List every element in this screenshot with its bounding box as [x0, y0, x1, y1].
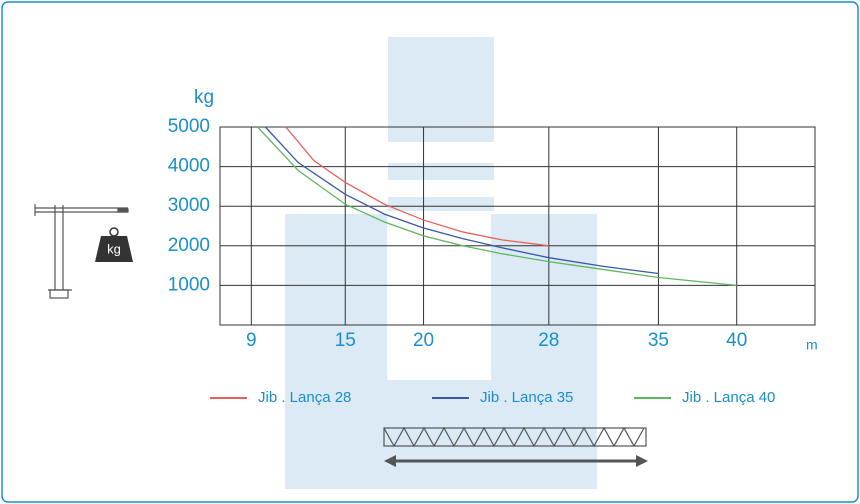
legend-label: Jib . Lança 35 — [480, 389, 573, 406]
y-axis-label: kg — [194, 87, 214, 108]
x-tick-label: 20 — [413, 330, 434, 351]
y-tick-label: 2000 — [168, 235, 210, 256]
y-tick-label: 3000 — [168, 195, 210, 216]
curve — [264, 126, 659, 275]
curve — [257, 126, 737, 287]
x-axis-label: m — [806, 337, 818, 353]
x-tick-label: 15 — [335, 330, 356, 351]
x-tick-label: 40 — [726, 330, 747, 351]
legend-label: Jib . Lança 40 — [682, 389, 775, 406]
jib-truss — [383, 426, 647, 448]
legend-label: Jib . Lança 28 — [258, 389, 351, 406]
y-tick-label: 5000 — [168, 116, 210, 137]
curve — [285, 126, 549, 247]
crane-icon — [34, 204, 129, 299]
weight-icon — [95, 227, 133, 262]
x-tick-label: 35 — [648, 330, 669, 351]
y-tick-label: 4000 — [168, 156, 210, 177]
span-arrow — [384, 455, 648, 467]
x-tick-label: 28 — [538, 330, 559, 351]
y-tick-label: 1000 — [168, 274, 210, 295]
weight-label: kg — [107, 241, 121, 256]
x-tick-label: 9 — [246, 330, 257, 351]
